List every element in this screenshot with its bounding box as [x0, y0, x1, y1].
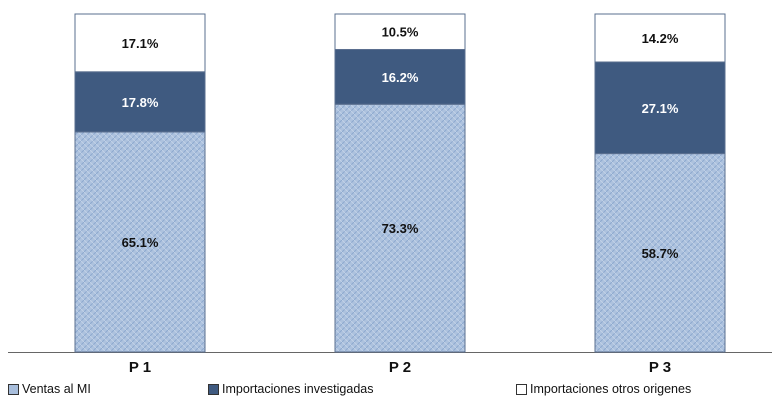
- data-label-importaciones-otros-1: 17.1%: [122, 36, 159, 51]
- legend: Ventas al MI Importaciones investigadas …: [8, 382, 772, 400]
- data-label-importaciones-otros-2: 10.5%: [382, 25, 419, 40]
- stacked-bar-chart: 65.1% 17.8% 17.1% P 1 73.3% 16.2% 10.5% P 2 58.7…: [8, 13, 772, 376]
- legend-swatch-importaciones-otros: [516, 383, 527, 395]
- data-label-importaciones-investigadas-2: 16.2%: [382, 70, 419, 85]
- bar-ventas-3: [594, 153, 726, 353]
- legend-swatch-importaciones-investigadas: [208, 383, 219, 395]
- bar-importaciones-otros-2: [334, 13, 466, 50]
- bar-importaciones-investigadas-1: [74, 71, 206, 133]
- data-label-importaciones-investigadas-3: 27.1%: [642, 101, 679, 116]
- x-tick-label-1: P 1: [129, 359, 151, 376]
- bar-ventas-1: [74, 131, 206, 353]
- data-label-importaciones-otros-3: 14.2%: [642, 31, 679, 46]
- data-label-ventas-3: 58.7%: [642, 246, 679, 261]
- legend-label-ventas: Ventas al MI: [22, 382, 91, 396]
- data-label-importaciones-investigadas-1: 17.8%: [122, 95, 159, 110]
- legend-item-importaciones-otros: Importaciones otros origenes: [516, 382, 691, 396]
- legend-item-importaciones-investigadas: Importaciones investigadas: [208, 382, 373, 396]
- legend-label-importaciones-otros: Importaciones otros origenes: [530, 382, 692, 396]
- legend-swatch-ventas: [8, 383, 19, 395]
- bar-importaciones-otros-3: [594, 13, 726, 63]
- bar-importaciones-otros-1: [74, 13, 206, 73]
- bar-importaciones-investigadas-2: [334, 48, 466, 105]
- data-label-ventas-1: 65.1%: [122, 235, 159, 250]
- x-tick-label-2: P 2: [389, 359, 411, 376]
- legend-item-ventas: Ventas al MI: [8, 382, 91, 396]
- legend-label-importaciones-investigadas: Importaciones investigadas: [222, 382, 374, 396]
- bar-importaciones-investigadas-3: [594, 61, 726, 155]
- data-label-ventas-2: 73.3%: [382, 221, 419, 236]
- x-tick-label-3: P 3: [649, 359, 671, 376]
- bar-ventas-2: [334, 103, 466, 353]
